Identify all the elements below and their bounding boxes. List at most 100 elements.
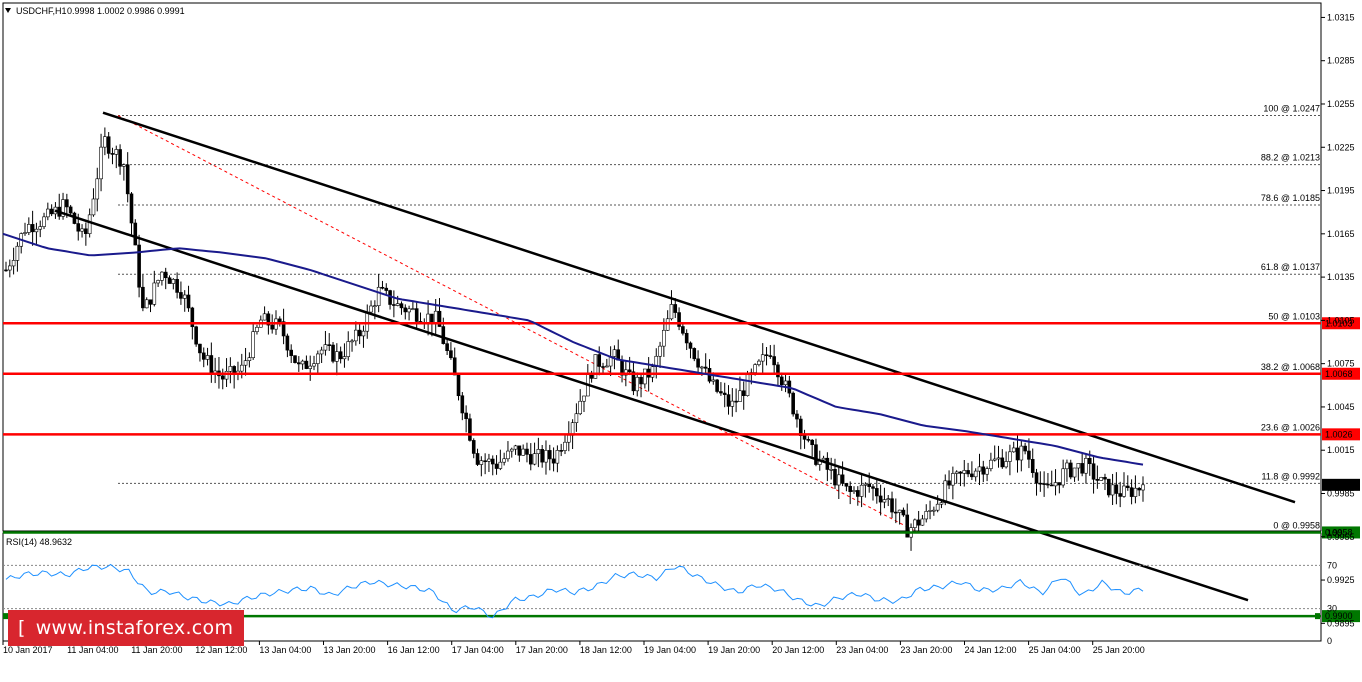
candle-body bbox=[118, 149, 122, 167]
candle-body bbox=[209, 355, 214, 374]
fib-level-label: 100 @ 1.0247 bbox=[1263, 104, 1320, 114]
fib-level-label: 88.2 @ 1.0213 bbox=[1261, 153, 1320, 163]
candle-body bbox=[643, 368, 647, 385]
candle-body bbox=[255, 326, 259, 332]
time-tick-label: 18 Jan 12:00 bbox=[580, 645, 632, 655]
candle-body bbox=[521, 448, 525, 456]
candle-body bbox=[840, 474, 845, 484]
candle-body bbox=[426, 313, 430, 324]
candle-body bbox=[129, 193, 134, 224]
candle-body bbox=[897, 509, 902, 513]
candle-body bbox=[277, 318, 282, 322]
candle-body bbox=[913, 519, 917, 528]
candle-body bbox=[308, 365, 313, 369]
symbol-label: USDCHF,H1 bbox=[16, 6, 67, 16]
triangle-down-icon[interactable] bbox=[5, 8, 11, 13]
candle-body bbox=[323, 344, 328, 351]
candle-body bbox=[992, 458, 997, 461]
current-price-tag bbox=[1322, 478, 1360, 491]
candle-body bbox=[399, 303, 404, 309]
candle-body bbox=[566, 435, 571, 443]
candle-body bbox=[1118, 493, 1122, 497]
candle-body bbox=[665, 318, 670, 331]
level-anchor-right bbox=[1315, 613, 1320, 620]
resistance-price-label: 1.0103 bbox=[1325, 318, 1353, 328]
candle-body bbox=[1141, 484, 1145, 491]
candle-body bbox=[464, 412, 468, 420]
candle-body bbox=[1080, 463, 1084, 474]
candle-body bbox=[475, 453, 480, 465]
candle-body bbox=[61, 199, 65, 217]
candle-body bbox=[133, 222, 138, 246]
fib-level-label: 61.8 @ 1.0137 bbox=[1261, 262, 1320, 272]
candle-body bbox=[251, 331, 255, 358]
candle-body bbox=[863, 483, 868, 486]
candle-body bbox=[99, 146, 103, 180]
candle-body bbox=[612, 349, 617, 357]
time-tick-label: 17 Jan 04:00 bbox=[452, 645, 504, 655]
candle-body bbox=[365, 311, 370, 332]
candle-body bbox=[563, 441, 567, 451]
candle-body bbox=[536, 449, 541, 454]
candle-body bbox=[970, 473, 974, 478]
time-tick-label: 13 Jan 04:00 bbox=[259, 645, 311, 655]
candle-body bbox=[1057, 482, 1062, 486]
candle-body bbox=[198, 343, 202, 354]
candle-body bbox=[239, 364, 244, 372]
price-tick-label: 0.9955 bbox=[1327, 532, 1355, 542]
candle-body bbox=[525, 448, 529, 455]
candle-body bbox=[669, 304, 674, 320]
candle-body bbox=[490, 458, 495, 465]
candle-body bbox=[38, 226, 43, 230]
candle-body bbox=[65, 199, 69, 208]
candle-body bbox=[867, 483, 872, 487]
candle-body bbox=[437, 310, 442, 327]
candle-body bbox=[1125, 485, 1130, 488]
watermark-right-bracket: ] bbox=[18, 653, 26, 675]
candle-body bbox=[1133, 487, 1138, 497]
candle-body bbox=[1038, 482, 1043, 485]
candle-body bbox=[814, 444, 818, 465]
candle-body bbox=[487, 458, 491, 462]
candle-body bbox=[361, 330, 366, 337]
candle-body bbox=[1068, 462, 1073, 478]
rsi-axis-label: 70 bbox=[1327, 560, 1337, 570]
candle-body bbox=[1011, 447, 1016, 453]
time-tick-label: 23 Jan 20:00 bbox=[900, 645, 952, 655]
resistance-price-label: 1.0026 bbox=[1325, 429, 1353, 439]
support-price-label: 0.9958 bbox=[1325, 527, 1353, 537]
candle-body bbox=[27, 224, 31, 233]
resistance-price-label: 1.0068 bbox=[1325, 369, 1353, 379]
candle-body bbox=[350, 340, 354, 343]
rsi-axis-label: 30 bbox=[1327, 604, 1337, 614]
time-tick-label: 25 Jan 04:00 bbox=[1029, 645, 1081, 655]
candle-body bbox=[540, 449, 544, 463]
candle-body bbox=[528, 454, 533, 465]
candle-body bbox=[103, 136, 107, 148]
candle-body bbox=[916, 519, 921, 526]
candle-body bbox=[719, 391, 723, 394]
candle-body bbox=[338, 351, 343, 360]
candle-body bbox=[84, 228, 88, 234]
candle-body bbox=[1053, 482, 1058, 487]
time-tick-label: 16 Jan 12:00 bbox=[388, 645, 440, 655]
candle-body bbox=[593, 354, 598, 379]
instaforex-watermark: [www.instaforex.com] bbox=[8, 610, 244, 675]
candle-body bbox=[1015, 447, 1020, 461]
fib-level-label: 0 @ 0.9958 bbox=[1273, 520, 1320, 530]
candle-body bbox=[346, 341, 351, 357]
candle-body bbox=[87, 214, 92, 234]
support-price-tag bbox=[1322, 526, 1360, 539]
candle-body bbox=[1091, 463, 1096, 480]
candle-body bbox=[574, 413, 579, 424]
candle-body bbox=[1076, 463, 1081, 469]
candle-body bbox=[650, 366, 655, 378]
candle-body bbox=[547, 450, 552, 460]
candle-body bbox=[498, 461, 503, 469]
candle-body bbox=[201, 352, 206, 360]
candle-body bbox=[924, 511, 929, 520]
candle-body bbox=[114, 149, 119, 155]
price-tick-label: 1.0255 bbox=[1327, 99, 1355, 109]
candle-body bbox=[1023, 445, 1027, 452]
candle-body bbox=[373, 305, 377, 307]
